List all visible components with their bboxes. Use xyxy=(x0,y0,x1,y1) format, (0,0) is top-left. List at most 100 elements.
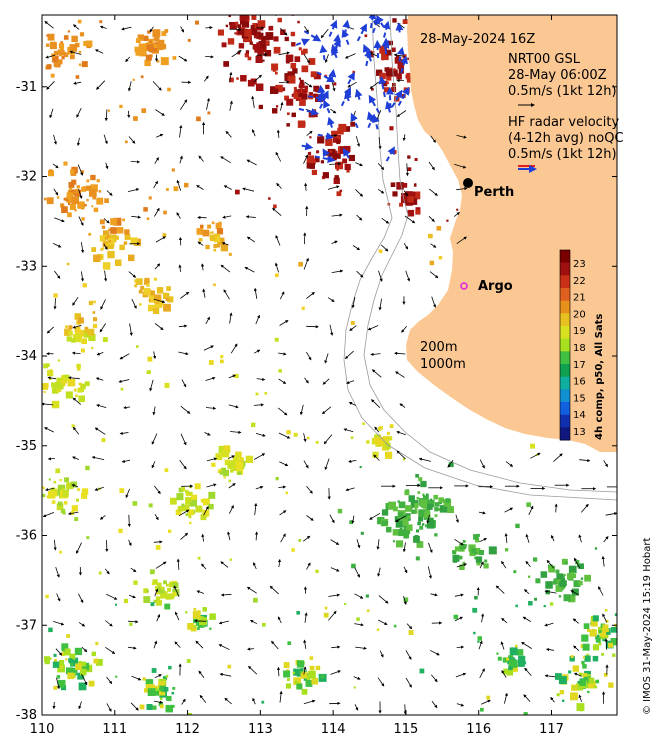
sst-pixel xyxy=(118,528,123,533)
sst-pixel xyxy=(386,69,393,77)
sst-pixel xyxy=(55,468,61,474)
sst-pixel xyxy=(53,653,57,657)
sst-pixel xyxy=(156,287,164,294)
model-current-arrow xyxy=(355,136,360,147)
sst-pixel xyxy=(219,471,224,475)
sst-pixel xyxy=(283,662,290,668)
sst-pixel xyxy=(163,292,170,299)
model-current-arrow xyxy=(106,676,113,685)
sst-pixel xyxy=(57,501,63,507)
sst-pixel xyxy=(37,41,40,44)
y-axis: -31 -32 -33 -34 -35 -36 -37 -38 xyxy=(16,80,617,723)
sst-pixel xyxy=(508,656,512,660)
sst-pixel xyxy=(192,611,201,619)
sst-pixel xyxy=(167,87,171,92)
sst-pixel xyxy=(93,254,101,262)
sst-pixel xyxy=(396,183,402,188)
model-current-arrow xyxy=(229,71,233,83)
sst-pixel xyxy=(376,69,383,76)
sst-pixel xyxy=(602,637,606,642)
model-current-arrow xyxy=(374,426,380,433)
sst-pixel xyxy=(50,41,56,48)
sst-pixel xyxy=(302,89,307,94)
sst-pixel xyxy=(293,86,297,90)
sst-pixel xyxy=(434,533,438,537)
model-current-arrow xyxy=(405,163,409,177)
sst-pixel xyxy=(196,622,200,626)
sst-pixel xyxy=(322,172,329,179)
sst-pixel xyxy=(205,244,210,250)
sst-pixel xyxy=(49,169,53,173)
sst-pixel xyxy=(81,61,88,68)
model-current-arrow xyxy=(429,649,440,656)
hf-radar-arrow xyxy=(385,146,395,162)
model-current-arrow xyxy=(218,644,230,651)
model-current-arrow xyxy=(427,566,432,579)
model-current-arrow xyxy=(378,298,382,311)
sst-pixel xyxy=(55,382,62,389)
sst-pixel xyxy=(430,498,433,501)
sst-pixel xyxy=(160,586,164,590)
sst-pixel xyxy=(285,54,294,63)
sst-pixel xyxy=(420,480,427,488)
model-current-arrow xyxy=(254,502,258,516)
sst-pixel xyxy=(65,325,68,329)
sst-pixel xyxy=(77,19,82,24)
sst-pixel xyxy=(309,656,314,660)
hf-radar-arrow xyxy=(344,90,352,102)
sst-pixel xyxy=(87,328,95,336)
model-current-arrow xyxy=(349,325,357,331)
model-current-arrow xyxy=(54,217,65,223)
model-current-arrow xyxy=(200,263,205,271)
sst-pixel xyxy=(486,695,491,700)
sst-pixel xyxy=(159,697,163,700)
sst-pixel xyxy=(408,630,414,635)
sst-pixel xyxy=(146,283,150,287)
colorbar-tick-label: 18 xyxy=(573,343,586,354)
sst-pixel xyxy=(515,523,520,529)
sst-pixel xyxy=(463,544,467,548)
sst-pixel xyxy=(57,59,63,65)
sst-pixel xyxy=(300,671,308,679)
model-current-arrow xyxy=(351,515,355,524)
sst-pixel xyxy=(474,556,478,560)
sst-pixel xyxy=(208,491,216,499)
sst-pixel xyxy=(80,661,86,667)
sst-pixel xyxy=(262,622,266,627)
sst-pixel xyxy=(197,556,201,560)
model-current-arrow xyxy=(524,589,530,595)
model-current-arrow xyxy=(303,699,316,705)
model-current-arrow xyxy=(328,610,337,621)
model-current-arrow xyxy=(306,130,313,136)
sst-pixel xyxy=(604,609,608,612)
sst-pixel xyxy=(456,208,459,211)
sst-pixel xyxy=(257,20,266,28)
sst-pixel xyxy=(155,545,161,550)
sst-pixel xyxy=(414,158,418,161)
model-current-arrow xyxy=(252,697,256,705)
sst-pixel xyxy=(88,300,94,306)
model-current-arrow xyxy=(156,613,161,622)
argo-float-marker xyxy=(460,282,468,290)
sst-pixel xyxy=(221,449,230,458)
model-current-arrow xyxy=(354,567,360,578)
model-current-arrow xyxy=(327,297,335,302)
model-current-arrow xyxy=(277,558,282,568)
sst-pixel xyxy=(114,603,117,606)
sst-pixel xyxy=(71,35,78,43)
model-current-arrow xyxy=(525,560,531,568)
sst-pixel xyxy=(51,387,59,394)
model-current-arrow xyxy=(154,674,162,679)
sst-pixel xyxy=(145,684,153,692)
sst-pixel xyxy=(275,38,278,42)
sst-pixel xyxy=(229,460,233,463)
sst-pixel xyxy=(250,28,258,35)
model-current-arrow xyxy=(53,243,62,248)
model-current-arrow xyxy=(205,26,213,30)
sst-pixel xyxy=(155,586,160,591)
radar-legend-line1: HF radar velocity xyxy=(508,115,620,130)
model-current-arrow xyxy=(278,80,290,84)
model-current-arrow xyxy=(206,457,218,462)
sst-pixel xyxy=(290,31,296,37)
sst-pixel xyxy=(261,700,265,704)
